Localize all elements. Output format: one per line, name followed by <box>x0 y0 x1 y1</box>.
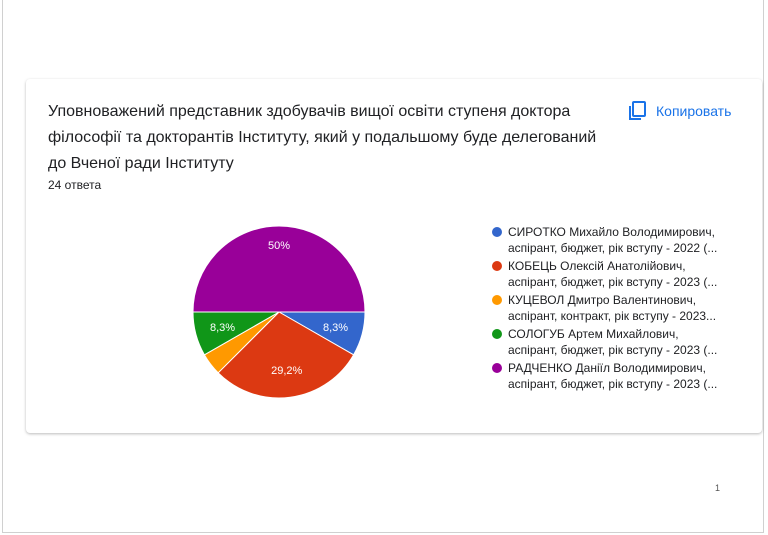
legend-swatch <box>492 329 502 339</box>
legend-label-line1: КОБЕЦЬ Олексій Анатолійович, <box>508 259 686 273</box>
legend-item-3[interactable]: СОЛОГУБ Артем Михайлович, аспірант, бюдже… <box>492 326 732 358</box>
legend-label: СОЛОГУБ Артем Михайлович, аспірант, бюдже… <box>508 326 717 358</box>
response-count: 24 ответа <box>48 178 102 192</box>
legend-label-line2: аспірант, бюджет, рік вступу - 2022 (... <box>508 241 718 255</box>
legend-swatch <box>492 363 502 373</box>
legend-label: КОБЕЦЬ Олексій Анатолійович, аспірант, бю… <box>508 258 717 290</box>
copy-button[interactable]: Копировать <box>628 99 731 123</box>
legend-label-line2: аспірант, бюджет, рік вступу - 2023 (... <box>508 343 718 357</box>
legend-item-2[interactable]: КУЦЕВОЛ Дмитро Валентинович, аспірант, ко… <box>492 292 732 324</box>
pie-slice-4 <box>192 225 366 313</box>
copy-icon <box>628 101 646 121</box>
legend-swatch <box>492 295 502 305</box>
chart-legend: СИРОТКО Михайло Володимирович, аспірант, … <box>492 224 732 394</box>
pie-slice-label-4: 50% <box>268 240 290 252</box>
legend-label-line2: аспірант, бюджет, рік вступу - 2023 (... <box>508 377 718 391</box>
legend-label: РАДЧЕНКО Даніїл Володимирович, аспірант, … <box>508 360 717 392</box>
question-title: Уповноважений представник здобувачів вищ… <box>48 103 597 172</box>
page-number: 1 <box>715 483 721 493</box>
pie-slice-label-3: 8,3% <box>210 322 235 334</box>
legend-item-4[interactable]: РАДЧЕНКО Даніїл Володимирович, аспірант, … <box>492 360 732 392</box>
legend-label-line1: КУЦЕВОЛ Дмитро Валентинович, <box>508 293 697 307</box>
legend-label: СИРОТКО Михайло Володимирович, аспірант, … <box>508 224 717 256</box>
legend-label-line2: аспірант, бюджет, рік вступу - 2023 (... <box>508 275 718 289</box>
pie-slice-label-1: 29,2% <box>271 365 302 377</box>
legend-label: КУЦЕВОЛ Дмитро Валентинович, аспірант, ко… <box>508 292 716 324</box>
legend-label-line1: СИРОТКО Михайло Володимирович, <box>508 225 715 239</box>
legend-swatch <box>492 227 502 237</box>
copy-label: Копировать <box>656 103 732 119</box>
legend-label-line2: аспірант, контракт, рік вступу - 2023... <box>508 309 717 323</box>
pie-slice-1 <box>217 311 355 399</box>
legend-swatch <box>492 261 502 271</box>
legend-item-0[interactable]: СИРОТКО Михайло Володимирович, аспірант, … <box>492 224 732 256</box>
legend-item-1[interactable]: КОБЕЦЬ Олексій Анатолійович, аспірант, бю… <box>492 258 732 290</box>
question-card: Уповноважений представник здобувачів вищ… <box>26 79 762 433</box>
pie-slice-label-0: 8,3% <box>323 322 348 334</box>
pie-chart: 8,3% 29,2% 8,3% 50% <box>192 225 366 399</box>
legend-label-line1: РАДЧЕНКО Даніїл Володимирович, <box>508 361 706 375</box>
legend-label-line1: СОЛОГУБ Артем Михайлович, <box>508 327 679 341</box>
